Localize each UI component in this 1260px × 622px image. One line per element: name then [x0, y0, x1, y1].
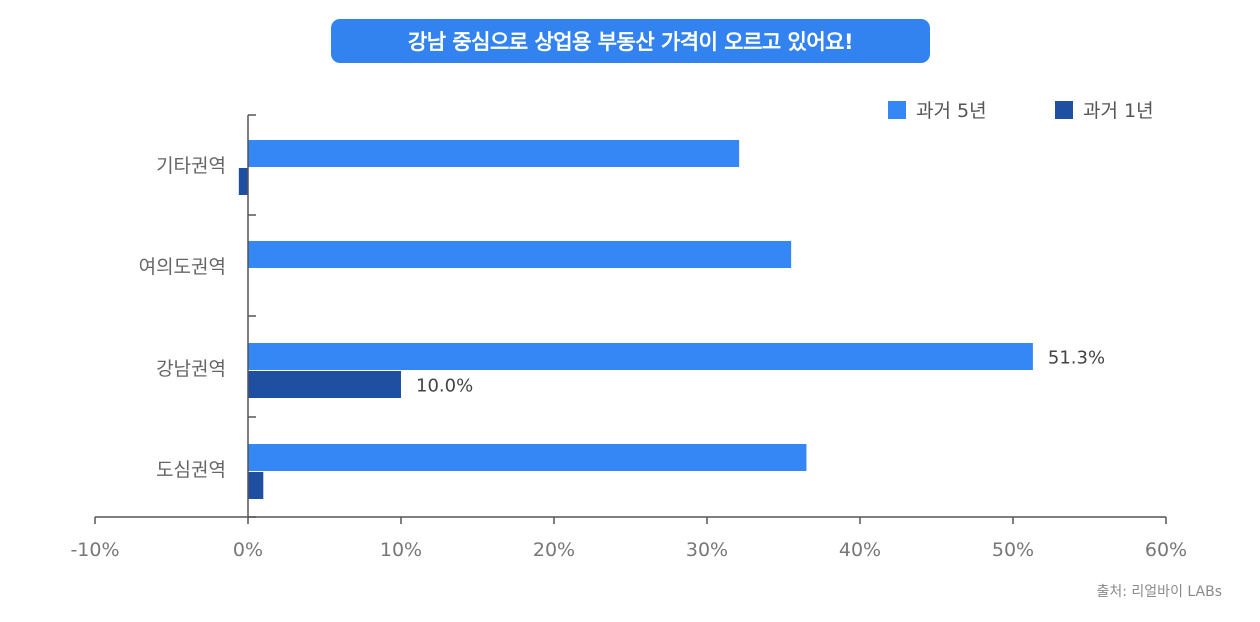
bar-5y [248, 140, 740, 167]
bar-1y [248, 472, 264, 499]
x-tick-label: -10% [70, 539, 119, 561]
x-tick-label: 60% [1145, 539, 1187, 561]
source-note: 출처: 리얼바이 LABs [1096, 584, 1223, 600]
x-tick-label: 20% [533, 539, 575, 561]
legend-swatch [888, 101, 906, 119]
legend-label: 과거 1년 [1083, 100, 1154, 122]
category-label: 강남권역 [156, 358, 226, 380]
data-label: 10.0% [416, 376, 473, 397]
bars-group [238, 140, 1033, 499]
x-tick-label: 50% [992, 539, 1034, 561]
chart-title: 강남 중심으로 상업용 부동산 가격이 오르고 있어요! [331, 19, 930, 63]
bar-5y [248, 241, 792, 268]
bar-5y [248, 343, 1033, 370]
x-tick-label: 40% [839, 539, 881, 561]
legend-label: 과거 5년 [916, 100, 987, 122]
category-label: 도심권역 [156, 459, 226, 481]
bar-1y [238, 168, 248, 195]
legend-swatch [1055, 101, 1073, 119]
legend: 과거 5년 과거 1년 [888, 100, 1154, 122]
category-label: 기타권역 [156, 155, 226, 177]
category-label: 여의도권역 [139, 256, 226, 278]
bar-5y [248, 444, 807, 471]
x-tick-label: 0% [233, 539, 263, 561]
x-tick-label: 10% [380, 539, 422, 561]
data-label: 51.3% [1048, 348, 1105, 369]
axes-group [94, 114, 1167, 524]
x-tick-label: 30% [686, 539, 728, 561]
bar-1y [248, 371, 401, 398]
